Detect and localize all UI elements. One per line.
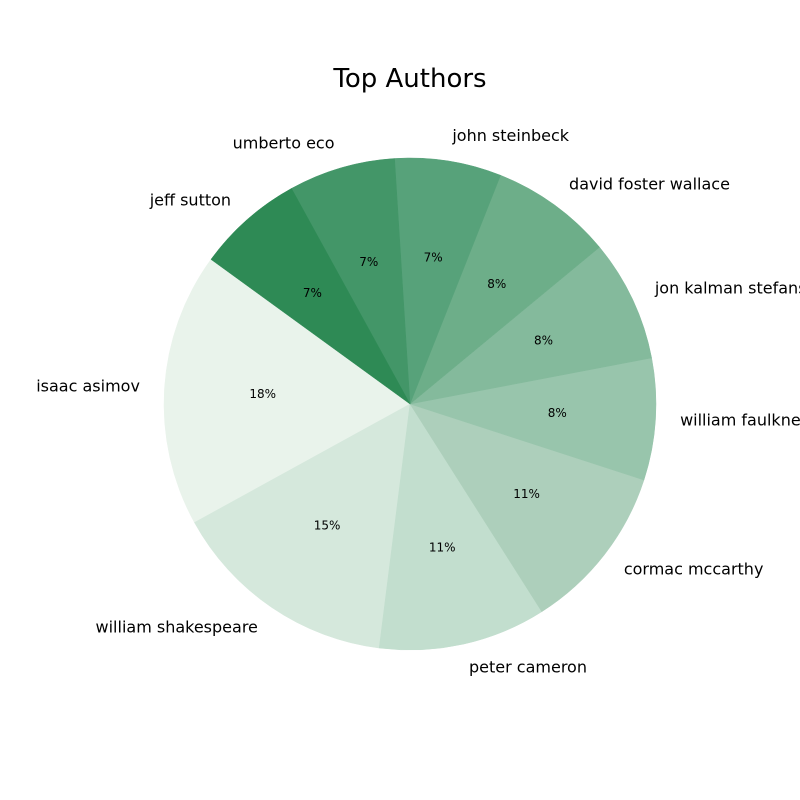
pie-slices: [163, 157, 657, 651]
percent-label: 15%: [314, 519, 341, 533]
percent-label: 7%: [303, 286, 322, 300]
percent-label: 8%: [487, 277, 506, 291]
category-label: umberto eco: [233, 134, 335, 153]
category-label: isaac asimov: [36, 377, 140, 396]
category-label: william shakespeare: [96, 617, 258, 636]
pie-slice-william-faulkner: [409, 357, 657, 481]
pie-slice-umberto-eco: [291, 158, 411, 405]
pie-slice-peter-cameron: [378, 403, 543, 651]
percent-label: 8%: [534, 334, 553, 348]
category-label: john steinbeck: [451, 126, 569, 145]
category-label: jeff sutton: [149, 191, 231, 210]
percent-labels: 18% 15% 11% 11% 8% 8% 8% 7% 7% 7%: [249, 251, 566, 555]
pie-slice-david-foster-wallace: [409, 174, 600, 405]
pie-slice-cormac-mccarthy: [409, 403, 645, 613]
pie-slice-john-steinbeck: [394, 157, 501, 405]
category-labels: isaac asimov william shakespeare peter cam…: [36, 126, 800, 676]
percent-label: 18%: [249, 387, 276, 401]
pie-slice-william-shakespeare: [194, 403, 411, 649]
percent-label: 11%: [513, 487, 540, 501]
category-label: william faulkner: [680, 410, 800, 429]
percent-label: 7%: [424, 251, 443, 265]
category-label: jon kalman stefansson: [654, 278, 800, 297]
chart-title: Top Authors: [332, 64, 486, 94]
percent-label: 7%: [359, 255, 378, 269]
pie-slice-jon-kalman-stefansson: [409, 246, 652, 405]
category-label: peter cameron: [469, 658, 587, 677]
pie-slice-isaac-asimov: [163, 259, 411, 523]
pie-slice-jeff-sutton: [210, 188, 411, 405]
percent-label: 11%: [429, 541, 456, 555]
percent-label: 8%: [548, 406, 567, 420]
category-label: david foster wallace: [569, 175, 730, 194]
category-label: cormac mccarthy: [624, 559, 764, 578]
